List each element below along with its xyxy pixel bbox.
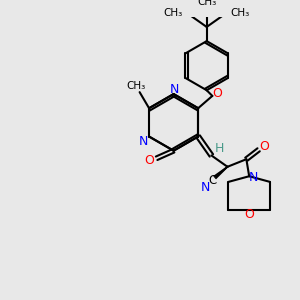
Text: CH₃: CH₃ [126, 80, 146, 91]
Text: O: O [212, 87, 222, 100]
Text: CH₃: CH₃ [197, 0, 216, 8]
Text: O: O [244, 208, 254, 221]
Text: CH₃: CH₃ [230, 8, 250, 18]
Text: N: N [201, 181, 210, 194]
Text: N: N [170, 83, 179, 96]
Text: H: H [215, 142, 225, 155]
Text: O: O [144, 154, 154, 167]
Text: N: N [139, 135, 148, 148]
Text: N: N [249, 171, 259, 184]
Text: O: O [260, 140, 269, 153]
Text: C: C [208, 173, 217, 187]
Text: CH₃: CH₃ [164, 8, 183, 18]
